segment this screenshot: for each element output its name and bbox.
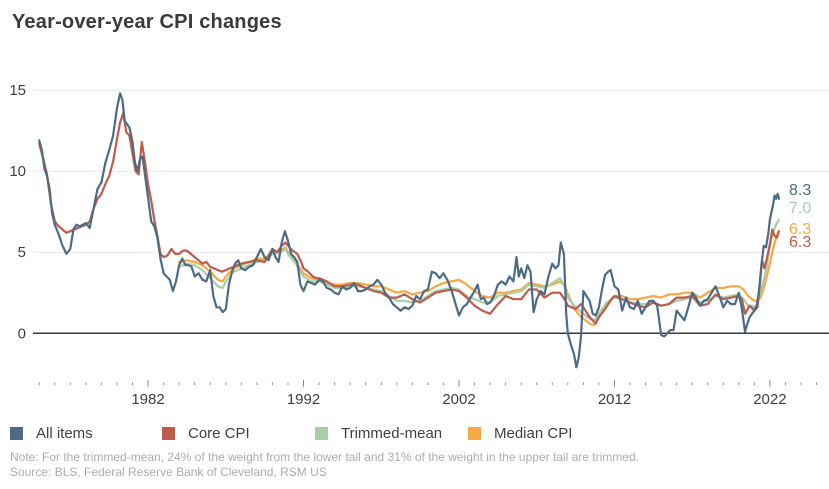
legend-item-all-items: All items <box>10 425 93 442</box>
legend-item-trimmed-mean: Trimmed-mean <box>315 425 442 442</box>
svg-text:1992: 1992 <box>287 391 320 408</box>
svg-text:10: 10 <box>9 163 26 180</box>
legend-label-median-cpi: Median CPI <box>494 425 573 442</box>
legend-item-core-cpi: Core CPI <box>162 425 250 442</box>
end-value-trimmed-mean: 7.0 <box>789 200 812 217</box>
cpi-line-chart: 0 5 10 15 1982 1992 2002 2012 2022 <box>9 82 829 408</box>
chart-legend: All items Core CPI Trimmed-mean Median C… <box>0 425 829 443</box>
svg-text:1982: 1982 <box>131 391 164 408</box>
legend-label-trimmed-mean: Trimmed-mean <box>341 425 443 442</box>
legend-item-median-cpi: Median CPI <box>468 425 572 442</box>
legend-label-all-items: All items <box>36 425 93 442</box>
svg-text:5: 5 <box>18 244 26 261</box>
page-title: Year-over-year CPI changes <box>12 11 282 33</box>
svg-text:2022: 2022 <box>753 391 786 408</box>
legend-label-core-cpi: Core CPI <box>188 425 250 442</box>
chart-note: Note: For the trimmed-mean, 24% of the w… <box>10 450 639 464</box>
chart-source: Source: BLS, Federal Reserve Bank of Cle… <box>10 465 327 479</box>
all-items-swatch-icon <box>10 427 23 440</box>
median-cpi-swatch-icon <box>468 427 481 440</box>
core-cpi-swatch-icon <box>162 427 175 440</box>
svg-text:2002: 2002 <box>442 391 475 408</box>
svg-text:0: 0 <box>18 325 26 342</box>
end-value-median-cpi: 6.3 <box>789 221 812 238</box>
end-value-core-cpi: 6.3 <box>789 234 812 251</box>
svg-text:2012: 2012 <box>598 391 631 408</box>
end-value-all-items: 8.3 <box>789 182 812 199</box>
svg-text:15: 15 <box>9 82 26 99</box>
trimmed-mean-swatch-icon <box>315 427 328 440</box>
